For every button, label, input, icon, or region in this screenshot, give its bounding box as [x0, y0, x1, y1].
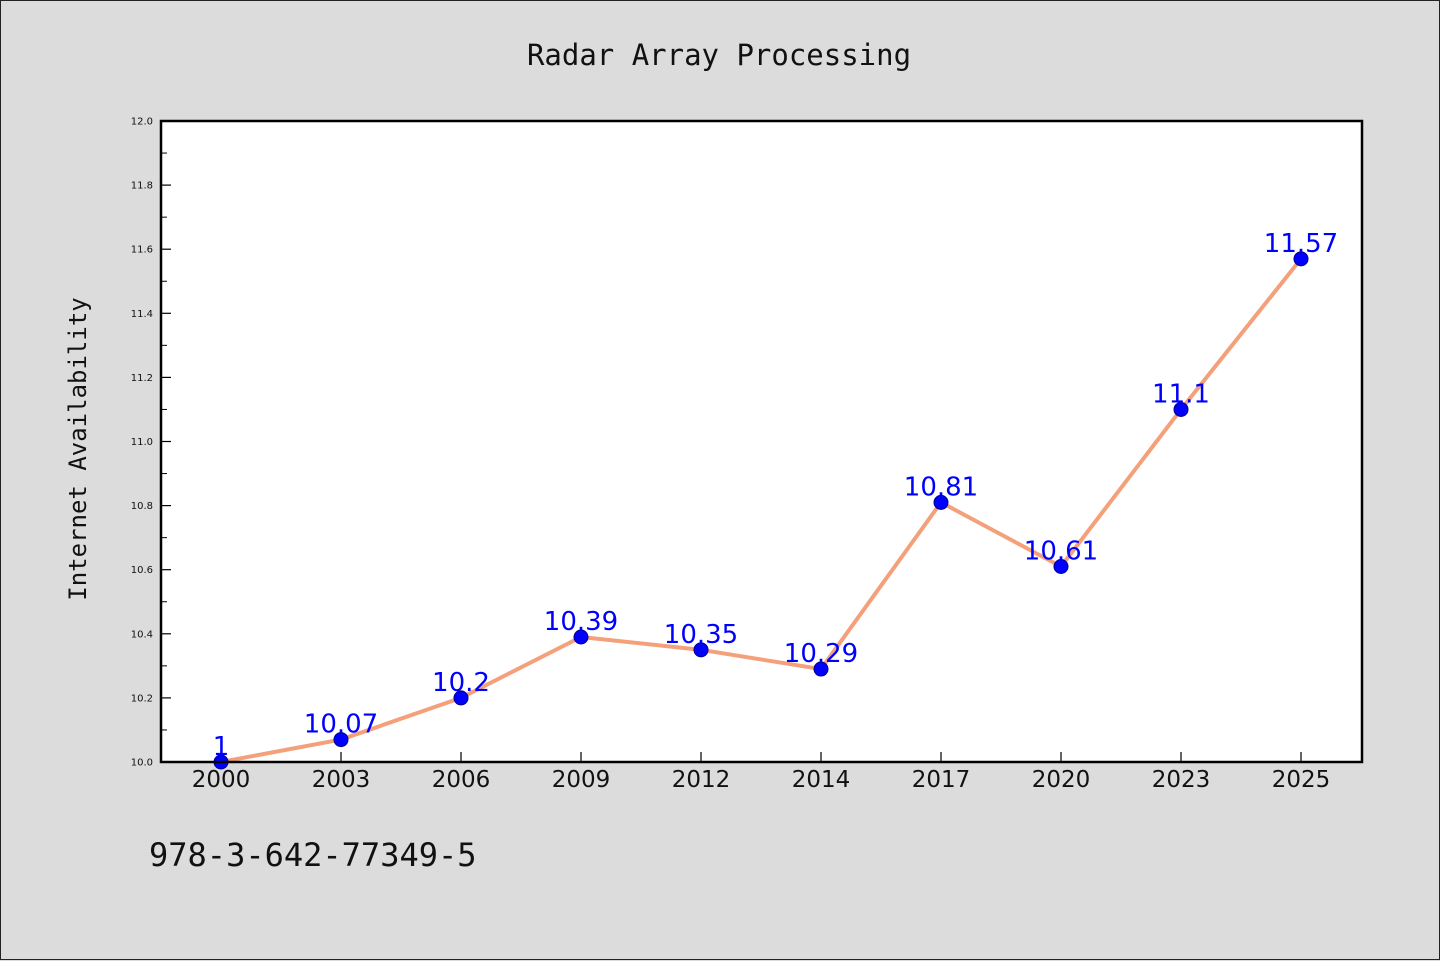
x-tick-label: 2023 [1152, 767, 1211, 793]
data-point [1173, 401, 1189, 417]
data-point-label: 10.35 [664, 620, 738, 650]
y-tick-label: 10.4 [131, 629, 153, 640]
chart-title: Radar Array Processing [527, 38, 911, 72]
x-tick-label: 2017 [912, 767, 971, 793]
data-point [1053, 558, 1069, 574]
series-layer [213, 251, 1309, 770]
data-point-label: 10.29 [784, 639, 858, 669]
isbn-footer: 978-3-642-77349-5 [149, 836, 477, 874]
y-tick-label: 11.2 [131, 373, 153, 384]
y-tick-label: 12.0 [131, 117, 153, 128]
y-tick-label: 11.8 [131, 181, 153, 192]
plot-area [161, 121, 1362, 762]
y-axis-label: Internet Availability [64, 297, 92, 600]
x-axis: 2000 2003 2006 2009 2012 2014 2017 2020 2023 2025 [192, 752, 1331, 793]
series-line [219, 256, 1303, 764]
data-point-label: 10.81 [904, 472, 978, 502]
y-tick-label: 11.4 [131, 309, 153, 320]
x-tick-label: 2020 [1032, 767, 1091, 793]
data-point [693, 642, 709, 658]
data-point-label: 11.1 [1152, 379, 1210, 409]
data-point [333, 732, 349, 748]
y-tick-label: 11.0 [131, 437, 153, 448]
x-tick-label: 2012 [672, 767, 731, 793]
y-tick-label: 10.2 [131, 693, 153, 704]
data-point-label: 10.39 [544, 607, 618, 637]
y-tick-label: 10.8 [131, 501, 153, 512]
y-axis: 10.0 10.2 10.4 10.6 10.8 11.0 11.2 11.4 11.6 11.8… [131, 117, 171, 769]
x-tick-label: 2006 [432, 767, 491, 793]
data-labels: 1 10.07 10.2 10.39 10.35 10.29 10.81 10.61 11.1 1… [213, 229, 1338, 762]
data-point-label: 10.61 [1024, 536, 1098, 566]
data-point-label: 10.07 [304, 710, 378, 740]
x-tick-label: 2000 [192, 767, 251, 793]
x-tick-label: 2009 [552, 767, 611, 793]
data-point [573, 629, 589, 645]
x-tick-label: 2003 [312, 767, 371, 793]
plot-frame [159, 119, 1364, 764]
data-point-label: 11.57 [1264, 229, 1338, 259]
data-point [933, 494, 949, 510]
data-point [1293, 251, 1309, 267]
data-point [813, 661, 829, 677]
x-tick-label: 2014 [792, 767, 851, 793]
data-point-label: 10.2 [432, 668, 490, 698]
x-tick-label: 2025 [1272, 767, 1331, 793]
data-point-label: 1 [213, 732, 230, 762]
y-tick-label: 10.0 [131, 758, 153, 769]
data-point [453, 690, 469, 706]
y-tick-label: 10.6 [131, 565, 153, 576]
y-tick-label: 11.6 [131, 245, 153, 256]
